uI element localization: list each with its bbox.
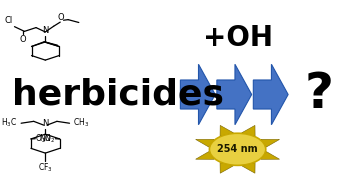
- Text: N: N: [42, 26, 49, 35]
- Text: O: O: [57, 12, 64, 22]
- Text: ?: ?: [305, 70, 334, 119]
- Polygon shape: [180, 64, 215, 125]
- Circle shape: [209, 133, 266, 165]
- Text: NO$_2$: NO$_2$: [39, 132, 56, 145]
- Text: O: O: [19, 35, 26, 44]
- Text: herbicides: herbicides: [12, 77, 224, 112]
- Polygon shape: [261, 152, 279, 159]
- Text: H$_3$C: H$_3$C: [1, 117, 18, 129]
- Text: Cl: Cl: [4, 16, 13, 25]
- Text: +OH: +OH: [202, 24, 273, 52]
- Polygon shape: [196, 152, 214, 159]
- Text: N: N: [42, 119, 49, 128]
- Polygon shape: [261, 139, 279, 147]
- Polygon shape: [217, 64, 252, 125]
- Polygon shape: [242, 125, 255, 136]
- Polygon shape: [220, 163, 234, 173]
- Text: CH$_3$: CH$_3$: [73, 117, 89, 129]
- Text: O$_2$N: O$_2$N: [35, 132, 51, 145]
- Polygon shape: [253, 64, 288, 125]
- Polygon shape: [242, 163, 255, 173]
- Text: 254 nm: 254 nm: [217, 144, 258, 154]
- Text: CF$_3$: CF$_3$: [38, 162, 53, 174]
- Polygon shape: [196, 139, 214, 147]
- Polygon shape: [220, 125, 234, 136]
